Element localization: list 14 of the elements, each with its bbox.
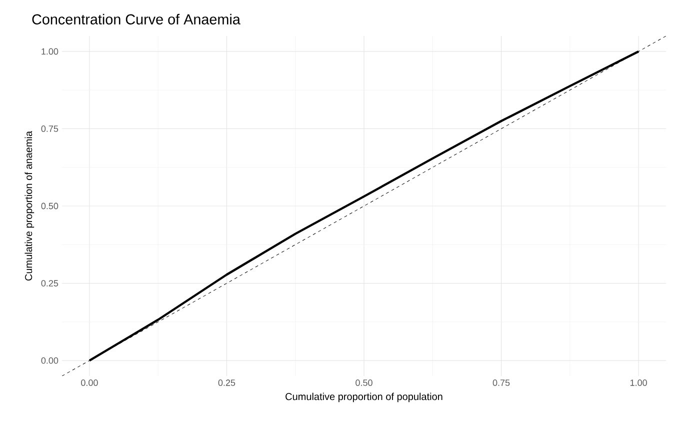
x-tick-label: 1.00 <box>630 380 647 386</box>
x-tick-label: 0.00 <box>81 380 98 386</box>
chart-title: Concentration Curve of Anaemia <box>32 14 240 24</box>
y-tick-label: 0.25 <box>41 280 58 286</box>
x-axis-title: Cumulative proportion of population <box>286 392 442 402</box>
y-tick-label: 0.75 <box>41 126 58 132</box>
x-tick-label: 0.75 <box>492 380 510 386</box>
y-axis-title: Cumulative proportion of anaemia <box>24 130 34 281</box>
y-tick-label: 0.00 <box>41 357 58 364</box>
x-tick-label: 0.50 <box>356 380 372 386</box>
y-tick-label: 0.50 <box>41 202 58 210</box>
y-tick-label: 1.00 <box>42 48 58 55</box>
x-tick-label: 0.25 <box>218 380 236 386</box>
line-series <box>88 50 640 362</box>
